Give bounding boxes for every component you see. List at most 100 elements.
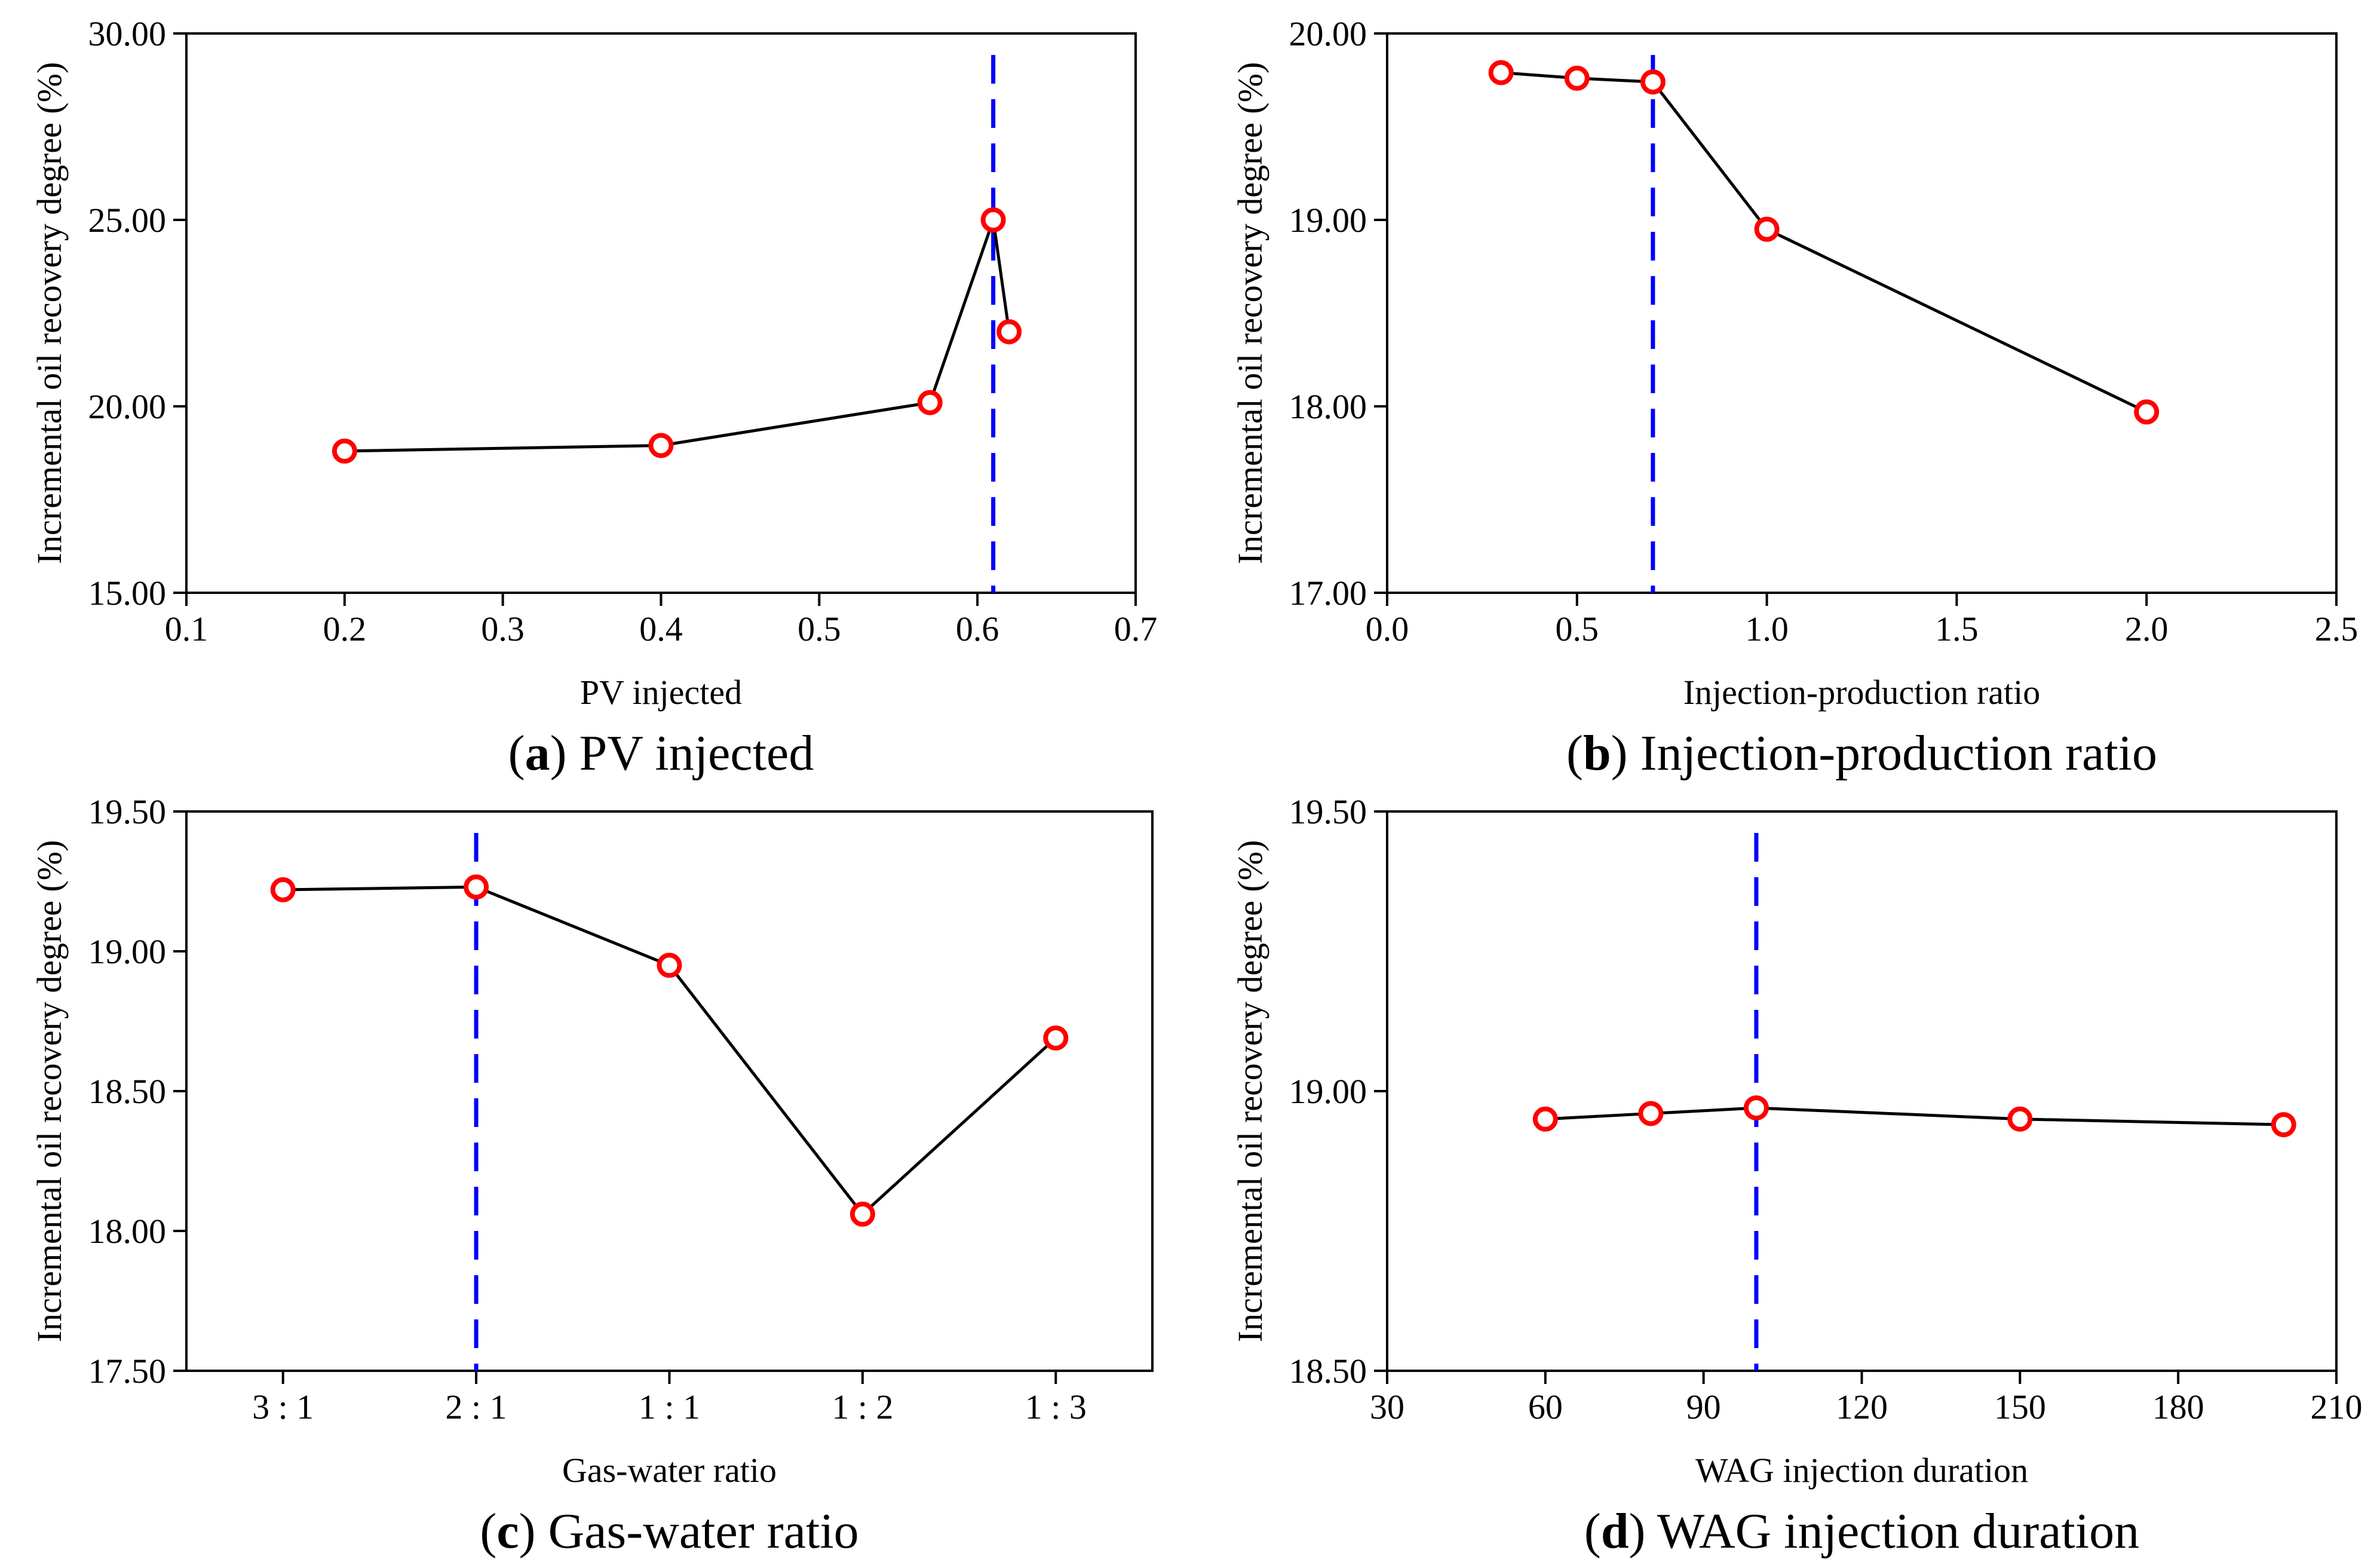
data-point [1532, 1106, 1558, 1132]
x-tick-label: 60 [1528, 1388, 1563, 1426]
x-tick-label: 120 [1836, 1388, 1888, 1426]
caption-paren-open: ( [508, 725, 525, 781]
x-axis-label: Injection-production ratio [1683, 673, 2041, 712]
x-axis-label: PV injected [580, 673, 742, 712]
x-tick-label: 2.0 [2125, 610, 2169, 648]
series-line [283, 885, 1057, 1217]
x-tick-label: 1 : 3 [1025, 1388, 1087, 1426]
data-point [1043, 1025, 1069, 1051]
data-point [1754, 216, 1780, 242]
y-tick-label: 20.00 [1289, 14, 1367, 53]
y-tick-label: 17.00 [1289, 574, 1367, 612]
data-point [980, 207, 1006, 232]
y-axis-label: Incremental oil recovery degree (%) [1231, 62, 1269, 565]
data-point [464, 874, 489, 900]
y-axis-label: Incremental oil recovery degree (%) [30, 840, 69, 1343]
series-line [1501, 71, 2148, 414]
x-tick-label: 0.1 [165, 610, 208, 648]
plot-frame [185, 810, 1154, 1372]
y-tick-label: 19.50 [1289, 792, 1367, 831]
caption-paren-open: ( [1566, 725, 1583, 781]
data-point [270, 877, 296, 903]
y-tick-label: 19.50 [88, 792, 167, 831]
panel-caption: (b) Injection-production ratio [1566, 725, 2157, 781]
x-tick-label: 0.7 [1114, 610, 1158, 648]
data-point [1488, 60, 1514, 85]
caption-paren-close: ) [1611, 725, 1640, 781]
caption-letter: b [1583, 725, 1611, 781]
y-tick-label: 20.00 [88, 387, 167, 426]
y-tick-label: 18.50 [88, 1072, 167, 1111]
x-tick-label: 150 [1994, 1388, 2046, 1426]
y-tick-label: 19.00 [1289, 201, 1367, 240]
data-point [849, 1201, 875, 1227]
caption-text: PV injected [579, 725, 814, 781]
x-tick-label: 1 : 1 [639, 1388, 700, 1426]
panel-caption: (d) WAG injection duration [1584, 1503, 2139, 1559]
caption-text: Gas-water ratio [548, 1503, 859, 1559]
caption-letter: d [1601, 1503, 1629, 1559]
series-line [344, 219, 1011, 453]
panel-caption: (c) Gas-water ratio [480, 1503, 858, 1559]
data-point [917, 390, 943, 415]
data-point [657, 952, 682, 978]
caption-letter: a [525, 725, 550, 781]
caption-paren-open: ( [1584, 1503, 1601, 1559]
y-tick-label: 18.50 [1289, 1352, 1367, 1391]
x-tick-label: 90 [1686, 1388, 1721, 1426]
y-tick-label: 19.00 [1289, 1072, 1367, 1111]
caption-letter: c [496, 1503, 519, 1559]
data-point [1640, 69, 1666, 95]
x-tick-label: 1.5 [1935, 610, 1979, 648]
x-tick-label: 30 [1370, 1388, 1404, 1426]
y-axis-label: Incremental oil recovery degree (%) [1231, 840, 1269, 1343]
x-tick-label: 0.0 [1366, 610, 1409, 648]
data-point [2007, 1106, 2033, 1132]
x-tick-label: 0.5 [798, 610, 841, 648]
data-point [996, 319, 1022, 345]
x-tick-label: 210 [2311, 1388, 2363, 1426]
caption-text: Injection-production ratio [1640, 725, 2157, 781]
y-tick-label: 30.00 [88, 14, 167, 53]
x-tick-label: 1 : 2 [832, 1388, 893, 1426]
y-tick-label: 19.00 [88, 932, 167, 971]
data-point [1743, 1095, 1769, 1121]
panel-a: 15.00 20.00 25.00 30.00 0.1 0.2 0.3 0.4 0.5 0.6 0.… [30, 14, 1157, 781]
caption-paren-open: ( [480, 1503, 496, 1559]
x-tick-label: 0.6 [956, 610, 999, 648]
caption-paren-close: ) [1629, 1503, 1657, 1559]
panel-caption: (a) PV injected [508, 725, 814, 781]
x-axis-label: Gas-water ratio [562, 1451, 777, 1490]
x-tick-label: 3 : 1 [252, 1388, 314, 1426]
y-tick-label: 17.50 [88, 1352, 167, 1391]
y-tick-label: 18.00 [88, 1212, 167, 1251]
y-axis-label: Incremental oil recovery degree (%) [30, 62, 69, 565]
x-tick-label: 180 [2152, 1388, 2204, 1426]
data-point [1638, 1101, 1664, 1126]
data-point [1564, 65, 1590, 91]
data-point [2271, 1112, 2296, 1138]
panel-d: 18.50 19.00 19.50 30 60 90 120 150 180 210 WAG inj… [1231, 792, 2363, 1559]
x-axis-label: WAG injection duration [1695, 1451, 2028, 1490]
panel-c: 17.50 18.00 18.50 19.00 19.50 3 : 1 2 : 1 1 : 1… [30, 792, 1154, 1559]
x-tick-label: 0.3 [481, 610, 525, 648]
panel-b: 17.00 18.00 19.00 20.00 0.0 0.5 1.0 1.5 2.0 2.5 In… [1231, 14, 2358, 781]
y-tick-label: 15.00 [88, 574, 167, 612]
data-point [2134, 399, 2160, 425]
caption-paren-close: ) [519, 1503, 548, 1559]
caption-paren-close: ) [550, 725, 579, 781]
plot-frame [1386, 32, 2338, 594]
y-tick-label: 25.00 [88, 201, 167, 240]
data-point [332, 438, 357, 464]
y-tick-label: 18.00 [1289, 387, 1367, 426]
x-tick-label: 1.0 [1745, 610, 1789, 648]
x-tick-label: 2.5 [2315, 610, 2358, 648]
x-tick-label: 0.5 [1556, 610, 1599, 648]
x-tick-label: 0.2 [323, 610, 367, 648]
data-point [648, 433, 674, 458]
x-tick-label: 0.4 [639, 610, 683, 648]
caption-text: WAG injection duration [1657, 1503, 2139, 1559]
plot-frame [1386, 810, 2338, 1372]
x-tick-label: 2 : 1 [446, 1388, 507, 1426]
